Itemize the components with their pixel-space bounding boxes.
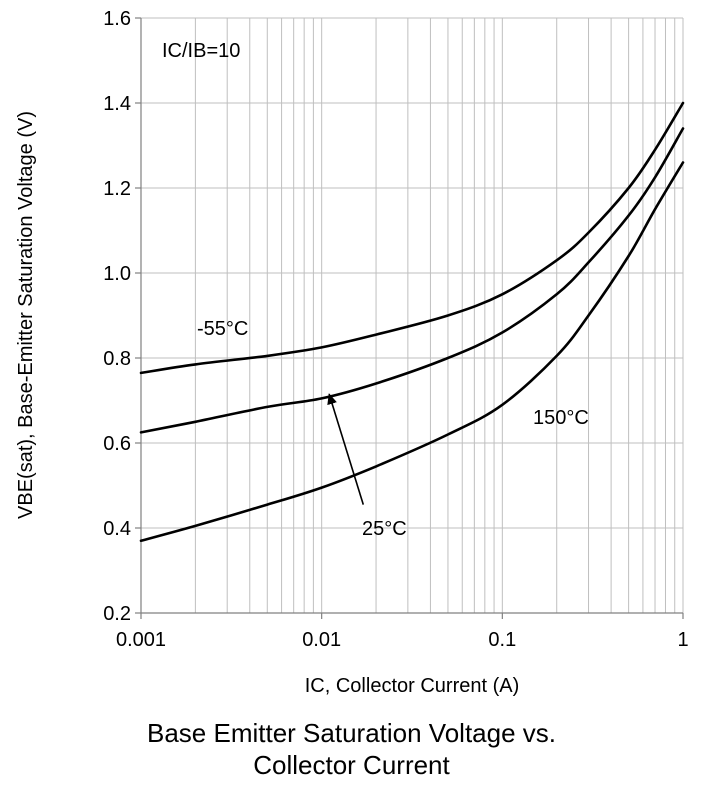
grid <box>140 17 684 614</box>
y-axis-title: VBE(sat), Base-Emitter Saturation Voltag… <box>15 111 37 519</box>
y-tick-label: 0.6 <box>103 433 131 455</box>
y-tick-label: 1.4 <box>103 93 131 115</box>
chart-title: Base Emitter Saturation Voltage vs. Coll… <box>0 717 703 781</box>
y-tick-label: 0.2 <box>103 603 131 625</box>
y-tick-label: 0.4 <box>103 518 131 540</box>
series-label-minus55: -55°C <box>197 318 248 340</box>
x-tick-label: 0.1 <box>488 629 516 651</box>
tick-labels: 0.2 0.4 0.6 0.8 1.0 1.2 1.4 1.6 0.001 0.01 0.1 1 <box>103 8 688 651</box>
series-group <box>139 101 685 543</box>
condition-annotation: IC/IB=10 <box>162 40 240 62</box>
x-axis-title: IC, Collector Current (A) <box>305 675 520 697</box>
chart: 0.2 0.4 0.6 0.8 1.0 1.2 1.4 1.6 0.001 0.01 0.1 1 VB… <box>15 8 689 697</box>
x-tick-label: 1 <box>677 629 688 651</box>
y-tick-label: 1.6 <box>103 8 131 30</box>
y-tick-label: 0.8 <box>103 348 131 370</box>
series-line-1 <box>139 127 685 434</box>
x-tick-label: 0.001 <box>116 629 166 651</box>
series-label-25: 25°C <box>362 518 407 540</box>
chart-title-line-2: Collector Current <box>253 750 450 780</box>
series-line-2 <box>139 161 685 543</box>
y-tick-label: 1.0 <box>103 263 131 285</box>
series-label-150: 150°C <box>533 407 589 429</box>
series-line-0 <box>139 101 685 375</box>
annotation-arrow <box>327 393 365 505</box>
x-tick-label: 0.01 <box>302 629 341 651</box>
axes <box>135 17 684 619</box>
chart-title-line-1: Base Emitter Saturation Voltage vs. <box>147 718 556 748</box>
y-tick-label: 1.2 <box>103 178 131 200</box>
